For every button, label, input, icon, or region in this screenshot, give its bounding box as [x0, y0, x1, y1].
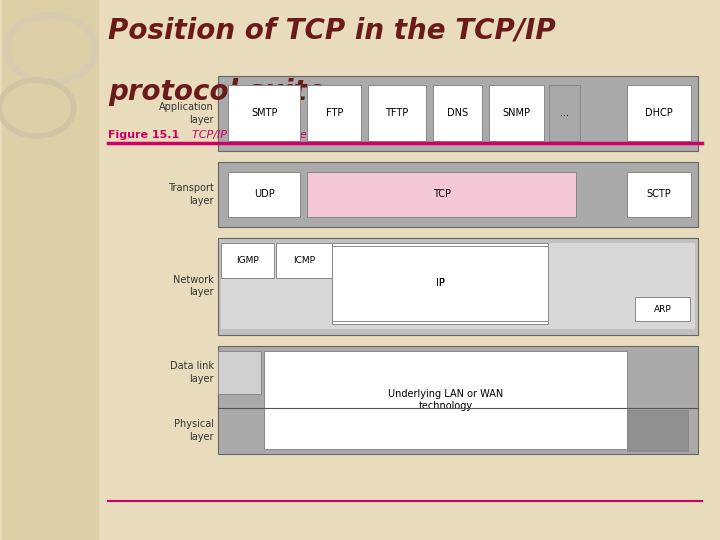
Bar [276, 243, 333, 278]
Bar [626, 410, 688, 451]
Text: Network
layer: Network layer [174, 275, 214, 298]
Bar [635, 297, 690, 321]
Text: TCP/IP protocol suite: TCP/IP protocol suite [185, 130, 307, 140]
Bar [228, 172, 300, 217]
Bar [333, 246, 548, 321]
Bar [489, 85, 544, 141]
Bar [369, 85, 426, 141]
Text: ...: ... [560, 109, 569, 118]
Text: protocol suite: protocol suite [109, 78, 326, 106]
Bar [221, 243, 695, 329]
Bar [2, 0, 99, 540]
Bar [626, 172, 691, 217]
Bar [217, 346, 698, 454]
Text: IP: IP [436, 279, 444, 288]
Text: TFTP: TFTP [385, 109, 409, 118]
Bar [433, 85, 482, 141]
Text: ARP: ARP [654, 305, 672, 314]
Text: IP: IP [436, 279, 444, 288]
Text: UDP: UDP [254, 190, 274, 199]
Bar [626, 85, 691, 141]
Bar [307, 172, 577, 217]
Bar [217, 162, 698, 227]
Text: Transport
layer: Transport layer [168, 183, 214, 206]
Text: SMTP: SMTP [251, 109, 277, 118]
Text: IGMP: IGMP [236, 256, 258, 265]
Bar [549, 85, 580, 141]
Text: FTP: FTP [325, 109, 343, 118]
Bar [264, 351, 626, 449]
Bar [217, 76, 698, 151]
Text: DHCP: DHCP [645, 109, 673, 118]
Text: Figure 15.1: Figure 15.1 [109, 130, 180, 140]
Text: TCP: TCP [433, 190, 451, 199]
Bar [228, 85, 300, 141]
Text: SNMP: SNMP [503, 109, 531, 118]
Text: Data link
layer: Data link layer [170, 361, 214, 384]
Bar [217, 238, 698, 335]
Text: Physical
layer: Physical layer [174, 420, 214, 442]
Text: Application
layer: Application layer [159, 102, 214, 125]
Text: SCTP: SCTP [647, 190, 671, 199]
Text: Position of TCP in the TCP/IP: Position of TCP in the TCP/IP [109, 16, 557, 44]
Text: ICMP: ICMP [293, 256, 315, 265]
Bar [221, 243, 274, 278]
Bar [217, 351, 261, 394]
Bar [333, 243, 548, 324]
Text: Underlying LAN or WAN
technology: Underlying LAN or WAN technology [388, 389, 503, 411]
Bar [307, 85, 361, 141]
Text: DNS: DNS [446, 109, 468, 118]
